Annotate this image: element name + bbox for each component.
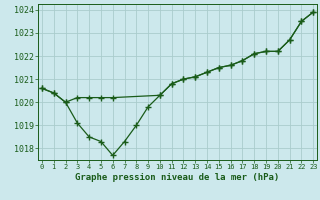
- X-axis label: Graphe pression niveau de la mer (hPa): Graphe pression niveau de la mer (hPa): [76, 173, 280, 182]
